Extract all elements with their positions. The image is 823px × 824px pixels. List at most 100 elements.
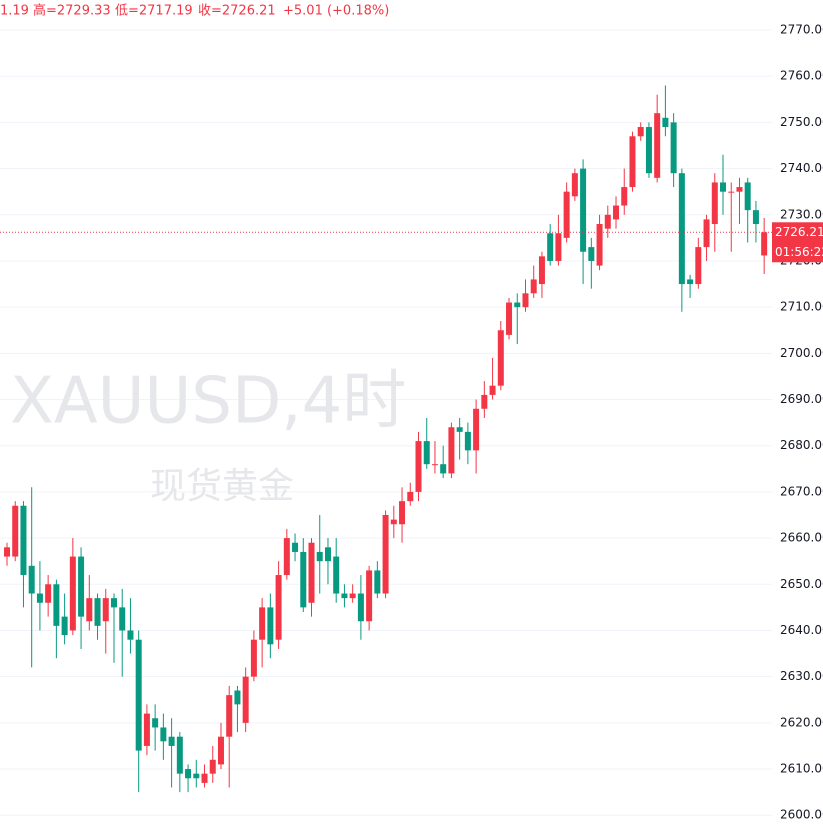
candle-body bbox=[119, 607, 126, 631]
candle-body bbox=[703, 219, 710, 248]
last-price-label: 2726.21 bbox=[775, 225, 823, 239]
candle-body bbox=[464, 431, 471, 451]
candle-body bbox=[514, 302, 521, 308]
header-item: 1.19 bbox=[0, 4, 29, 19]
countdown-label: 01:56:22 bbox=[775, 245, 823, 259]
candle-body bbox=[382, 515, 389, 594]
candle-body bbox=[94, 598, 101, 626]
candle-body bbox=[135, 639, 142, 751]
candles bbox=[0, 85, 772, 793]
candle-body bbox=[711, 182, 718, 225]
candle-body bbox=[629, 136, 636, 188]
candle-body bbox=[571, 173, 578, 197]
candle-body bbox=[349, 593, 356, 599]
y-tick-label: 2670.00 bbox=[780, 484, 823, 498]
candle-body bbox=[538, 256, 545, 285]
y-tick-label: 2770.00 bbox=[780, 23, 823, 37]
candle-body bbox=[431, 464, 438, 466]
candle-body bbox=[341, 593, 348, 599]
candle-body bbox=[621, 187, 628, 206]
header-item: 低=2717.19 bbox=[115, 4, 193, 19]
candle-body bbox=[234, 690, 241, 705]
candle-body bbox=[555, 233, 562, 261]
candle-body bbox=[506, 302, 513, 335]
axis-background bbox=[772, 0, 823, 824]
candle-body bbox=[662, 117, 669, 128]
candle-body bbox=[36, 593, 43, 603]
candle-body bbox=[308, 542, 315, 603]
candle-body bbox=[604, 214, 611, 229]
candle-body bbox=[259, 607, 266, 640]
candle-body bbox=[728, 191, 735, 193]
y-tick-label: 2690.00 bbox=[780, 392, 823, 406]
y-tick-label: 2630.00 bbox=[780, 669, 823, 683]
candle-body bbox=[242, 676, 249, 723]
candle-body bbox=[316, 551, 323, 562]
candle-body bbox=[374, 570, 381, 594]
candle-body bbox=[530, 279, 537, 294]
candle-body bbox=[61, 616, 68, 636]
candle-body bbox=[20, 505, 27, 576]
y-tick-label: 2730.00 bbox=[780, 207, 823, 221]
header-item: +5.01 (+0.18%) bbox=[283, 4, 389, 19]
y-tick-label: 2600.00 bbox=[780, 808, 823, 822]
last-price-box bbox=[772, 222, 823, 263]
header-item: 收=2726.21 bbox=[198, 4, 276, 19]
candle-body bbox=[217, 736, 224, 765]
candle-body bbox=[226, 695, 233, 737]
candle-body bbox=[176, 736, 183, 774]
candle-body bbox=[720, 182, 727, 192]
y-tick-label: 2640.00 bbox=[780, 623, 823, 637]
candle-body bbox=[678, 173, 685, 285]
candle-body bbox=[596, 224, 603, 266]
watermark: XAUUSD,4时 bbox=[10, 365, 406, 439]
candle-body bbox=[275, 575, 282, 640]
candle-body bbox=[45, 584, 52, 603]
candle-body bbox=[399, 501, 406, 525]
y-tick-label: 2620.00 bbox=[780, 715, 823, 729]
candle-body bbox=[670, 122, 677, 174]
candle-body bbox=[687, 279, 694, 285]
candle-body bbox=[250, 639, 257, 677]
candle-body bbox=[637, 127, 644, 137]
candle-body bbox=[267, 607, 274, 645]
candle-body bbox=[160, 727, 167, 742]
candle-body bbox=[127, 630, 134, 640]
candle-body bbox=[695, 247, 702, 285]
candle-body bbox=[563, 191, 570, 238]
grid bbox=[0, 29, 772, 816]
candle-body bbox=[4, 547, 10, 557]
candle-body bbox=[473, 408, 480, 451]
candle-body bbox=[193, 773, 200, 779]
y-tick-label: 2680.00 bbox=[780, 438, 823, 452]
y-tick-label: 2740.00 bbox=[780, 161, 823, 175]
candle-body bbox=[143, 713, 150, 746]
candle-body bbox=[522, 293, 529, 308]
candle-body bbox=[86, 598, 93, 622]
candle-body bbox=[201, 773, 208, 783]
candle-body bbox=[324, 547, 331, 562]
candle-body bbox=[497, 330, 504, 386]
candle-body bbox=[761, 232, 768, 256]
candle-body bbox=[440, 464, 447, 474]
candle-body bbox=[53, 584, 60, 626]
y-tick-label: 2660.00 bbox=[780, 531, 823, 545]
candle-body bbox=[12, 505, 19, 557]
candle-body bbox=[168, 736, 175, 746]
candle-body bbox=[547, 233, 554, 261]
watermark-subtitle: 现货黄金 bbox=[150, 466, 294, 507]
candle-body bbox=[407, 491, 414, 502]
candle-body bbox=[357, 593, 364, 622]
candle-body bbox=[185, 769, 192, 779]
y-tick-label: 2710.00 bbox=[780, 300, 823, 314]
candle-body bbox=[152, 718, 159, 728]
y-tick-label: 2750.00 bbox=[780, 115, 823, 129]
y-tick-label: 2760.00 bbox=[780, 69, 823, 83]
candle-body bbox=[292, 542, 299, 552]
y-tick-label: 2700.00 bbox=[780, 346, 823, 360]
candle-body bbox=[110, 598, 117, 608]
candle-body bbox=[645, 127, 652, 174]
candle-body bbox=[102, 598, 109, 622]
candle-body bbox=[69, 556, 76, 631]
